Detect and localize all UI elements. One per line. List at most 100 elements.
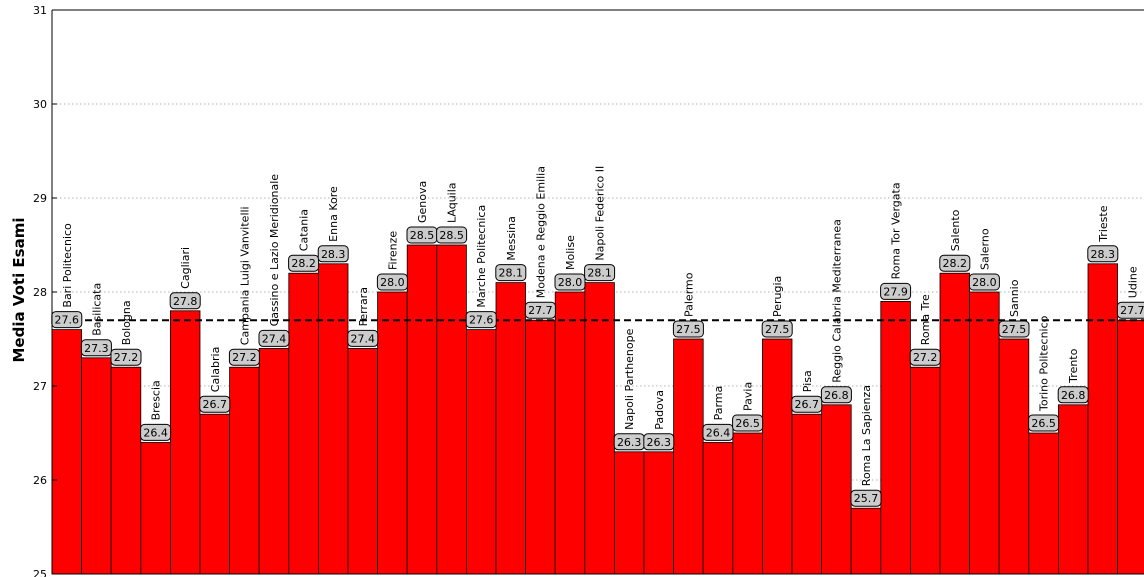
value-label: 27.7 <box>1116 301 1144 319</box>
bar <box>821 404 852 575</box>
bar <box>317 263 349 575</box>
bar <box>850 507 882 575</box>
value-label: 27.6 <box>465 311 497 329</box>
value-label-text: 28.0 <box>972 276 997 289</box>
value-label: 26.4 <box>140 423 172 441</box>
value-label-text: 28.0 <box>558 276 583 289</box>
value-label-box <box>968 273 1000 291</box>
bar <box>1058 404 1089 575</box>
value-label: 27.9 <box>880 282 912 300</box>
value-label-text: 28.3 <box>321 248 346 261</box>
bar <box>673 338 704 575</box>
value-label: 27.2 <box>909 348 941 366</box>
value-label-box <box>317 245 349 263</box>
category-label: Calabria <box>209 347 222 393</box>
value-label-text: 28.5 <box>439 229 464 242</box>
value-label: 26.3 <box>643 433 675 451</box>
value-label-box <box>1057 386 1089 404</box>
category-label: Padova <box>653 390 666 430</box>
value-label-text: 27.5 <box>1002 323 1027 336</box>
category-label: Sannio <box>1008 279 1021 317</box>
value-label-box <box>672 320 704 338</box>
y-axis: 25 26 27 28 29 30 31 <box>33 4 1144 577</box>
value-label-text: 27.3 <box>84 342 109 355</box>
value-label: 27.4 <box>258 329 290 347</box>
value-label-box <box>80 339 112 357</box>
bars <box>51 244 1144 575</box>
value-label-text: 27.2 <box>232 351 257 364</box>
y-tick-label: 25 <box>33 568 47 577</box>
bar <box>643 451 675 575</box>
bar <box>465 329 497 575</box>
value-label-box <box>1116 301 1144 319</box>
value-label-text: 27.5 <box>676 323 701 336</box>
bar <box>140 441 171 575</box>
value-label: 26.5 <box>1028 414 1060 432</box>
value-label: 27.7 <box>524 301 556 319</box>
value-label: 26.5 <box>732 414 764 432</box>
value-label-box <box>169 292 201 310</box>
value-label-text: 26.7 <box>203 398 228 411</box>
value-label-text: 28.1 <box>499 267 524 280</box>
value-label-text: 26.8 <box>824 389 849 402</box>
bar <box>110 366 142 575</box>
category-label: Reggio Calabria Mediterranea <box>830 219 843 383</box>
value-label: 26.7 <box>791 395 823 413</box>
value-label-box <box>732 414 764 432</box>
value-label: 26.8 <box>820 386 852 404</box>
category-label: Torino Politecnico <box>1038 315 1051 412</box>
bar <box>998 338 1030 575</box>
value-label: 28.5 <box>406 226 438 244</box>
value-label-box <box>199 395 231 413</box>
category-label: Salerno <box>978 228 991 270</box>
value-label: 27.2 <box>110 348 142 366</box>
category-label: Trieste <box>1097 205 1110 242</box>
category-label: LAquila <box>446 182 459 223</box>
value-label-text: 27.2 <box>114 351 139 364</box>
value-label: 26.8 <box>1057 386 1089 404</box>
bar <box>969 291 1000 575</box>
value-label: 28.0 <box>968 273 1000 291</box>
value-label: 28.1 <box>495 264 527 282</box>
category-label: Perugia <box>771 276 784 317</box>
bar <box>436 244 467 575</box>
category-label: Molise <box>564 235 577 270</box>
category-label: Catania <box>298 209 311 251</box>
bar <box>258 347 290 575</box>
bar <box>1117 319 1144 575</box>
category-label: Pavia <box>742 382 755 411</box>
value-label-text: 28.2 <box>943 257 968 270</box>
value-label-text: 26.4 <box>706 426 731 439</box>
bar <box>347 347 379 575</box>
value-label-box <box>288 254 320 272</box>
y-tick-label: 31 <box>33 4 47 17</box>
bar <box>377 291 408 575</box>
value-label: 28.2 <box>288 254 320 272</box>
value-label-box <box>228 348 260 366</box>
value-label-box <box>850 489 882 507</box>
value-label-box <box>584 264 616 282</box>
value-label-text: 28.1 <box>587 267 612 280</box>
value-label: 28.3 <box>317 245 349 263</box>
value-label-box <box>820 386 852 404</box>
value-label-box <box>465 311 497 329</box>
bar <box>169 310 201 575</box>
value-label-text: 28.0 <box>380 276 405 289</box>
bar <box>1028 432 1059 575</box>
bar <box>880 300 911 575</box>
value-label: 26.7 <box>199 395 231 413</box>
bar <box>495 282 527 575</box>
bar <box>1087 263 1119 575</box>
y-tick-label: 29 <box>33 192 47 205</box>
value-label-box <box>495 264 527 282</box>
value-label-text: 27.5 <box>765 323 790 336</box>
value-label-text: 27.6 <box>55 314 80 327</box>
value-label-box <box>702 423 734 441</box>
bar <box>939 272 971 575</box>
value-labels: 27.6 27.3 27.2 26.4 27.8 26.7 27.2 27.4 28.2 28.3… <box>51 226 1144 507</box>
value-label-box <box>939 254 971 272</box>
value-label: 27.4 <box>347 329 379 347</box>
bar <box>51 329 83 575</box>
value-label-box <box>436 226 468 244</box>
value-label: 27.2 <box>228 348 260 366</box>
